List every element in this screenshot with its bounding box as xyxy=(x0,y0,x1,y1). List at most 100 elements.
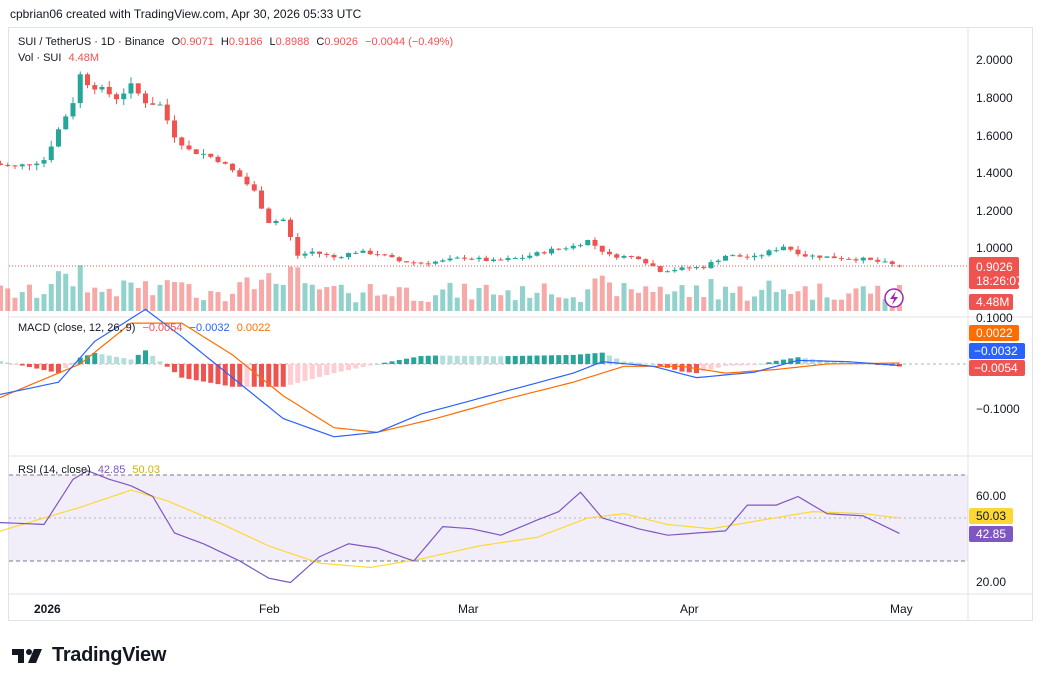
macd-histogram-bar xyxy=(193,364,199,381)
volume-bar xyxy=(795,291,801,311)
symbol-label[interactable]: SUI / TetherUS · 1D · Binance xyxy=(18,36,165,48)
close-label: C xyxy=(316,36,325,48)
macd-histogram-bar xyxy=(541,355,547,364)
candle-body xyxy=(237,170,243,177)
volume-bar xyxy=(882,299,888,311)
macd-histogram-bar xyxy=(433,355,438,364)
volume-bar xyxy=(324,287,330,311)
candle-body xyxy=(0,163,3,165)
macd-histogram-bar xyxy=(266,364,272,387)
macd-histogram-bar xyxy=(222,364,228,386)
macd-histogram-bar xyxy=(723,364,728,366)
candle-body xyxy=(853,259,859,261)
candle-body xyxy=(462,257,467,259)
rsi-ma-value: 50.03 xyxy=(132,464,160,476)
macd-histogram-bar xyxy=(527,355,533,364)
volume-bar xyxy=(599,275,605,311)
candle-body xyxy=(411,262,417,264)
volume-bar xyxy=(99,291,105,311)
candle-body xyxy=(5,164,11,166)
volume-bar xyxy=(440,289,446,311)
candle-body xyxy=(266,208,272,224)
rsi-legend: RSI (14, close) 42.85 50.03 xyxy=(18,464,164,476)
macd-histogram-bar xyxy=(657,364,663,366)
candle-body xyxy=(570,245,576,249)
candle-body xyxy=(657,266,663,272)
volume-bar xyxy=(92,287,98,311)
volume-bar xyxy=(549,294,554,311)
macd-histogram-bar xyxy=(636,362,641,364)
macd-histogram-bar xyxy=(360,364,366,368)
macd-histogram-bar xyxy=(157,361,163,364)
macd-histogram-bar xyxy=(846,362,852,364)
macd-histogram-bar xyxy=(244,364,250,387)
macd-tag-label: −0.0032 xyxy=(974,344,1018,358)
volume-bar xyxy=(766,280,772,311)
volume-bar xyxy=(759,289,765,311)
volume-bar xyxy=(824,297,830,311)
candle-body xyxy=(773,250,779,252)
volume-bar xyxy=(570,297,576,311)
candle-body xyxy=(135,83,141,94)
candle-body xyxy=(505,258,511,261)
volume-bar xyxy=(338,284,344,311)
volume-value: 4.48M xyxy=(68,52,100,64)
macd-histogram-bar xyxy=(679,364,685,372)
candle-body xyxy=(498,259,504,261)
candle-body xyxy=(48,146,54,161)
volume-bar xyxy=(853,288,859,311)
high-label: H xyxy=(220,36,229,48)
volume-bar xyxy=(614,296,620,311)
candle-body xyxy=(527,255,533,258)
open-value: 0.9071 xyxy=(180,36,214,48)
macd-histogram-bar xyxy=(63,364,69,368)
macd-histogram-bar xyxy=(592,353,598,364)
volume-label[interactable]: Vol · SUI xyxy=(18,52,62,64)
macd-histogram-bar xyxy=(875,364,881,365)
macd-histogram-bar xyxy=(288,364,293,385)
candle-body xyxy=(563,248,569,250)
volume-legend: Vol · SUI 4.48M xyxy=(18,52,103,64)
macd-histogram-bar xyxy=(505,356,511,364)
volume-bar xyxy=(63,273,69,311)
candle-body xyxy=(128,83,134,94)
candle-body xyxy=(585,240,591,246)
candle-body xyxy=(295,237,301,256)
volume-bar xyxy=(48,284,54,311)
time-label-2026: 2026 xyxy=(34,602,61,616)
volume-bar xyxy=(665,294,670,311)
macd-histogram-bar xyxy=(614,358,620,364)
price-tick: 1.6000 xyxy=(976,129,1013,143)
volume-bar xyxy=(193,297,199,311)
volume-bar xyxy=(643,286,649,311)
candle-body xyxy=(868,257,873,260)
candle-body xyxy=(759,255,765,257)
volume-bar xyxy=(179,282,185,311)
macd-histogram-bar xyxy=(715,364,721,368)
last-price-label: 0.9026 xyxy=(976,260,1013,274)
macd-label[interactable]: MACD (close, 12, 26, 9) xyxy=(18,322,136,334)
rsi-label[interactable]: RSI (14, close) xyxy=(18,464,91,476)
macd-histogram-bar xyxy=(0,360,3,364)
candle-body xyxy=(382,254,388,256)
candle-body xyxy=(708,262,714,269)
volume-bar xyxy=(447,282,453,311)
candle-body xyxy=(447,258,453,261)
volume-bar xyxy=(135,287,141,311)
volume-bar xyxy=(309,284,315,311)
macd-histogram-bar xyxy=(353,364,359,369)
macd-histogram-bar xyxy=(251,364,257,387)
volume-bar xyxy=(715,299,721,311)
volume-bar xyxy=(578,302,583,311)
macd-histogram-bar xyxy=(150,355,156,364)
macd-histogram-bar xyxy=(483,356,489,364)
volume-bar xyxy=(157,284,163,311)
candle-body xyxy=(179,137,185,146)
candle-body xyxy=(396,257,402,262)
macd-histogram-bar xyxy=(135,354,141,364)
candle-body xyxy=(27,164,32,166)
macd-histogram-bar xyxy=(99,354,105,364)
volume-bar xyxy=(230,293,235,311)
candle-body xyxy=(121,93,127,100)
